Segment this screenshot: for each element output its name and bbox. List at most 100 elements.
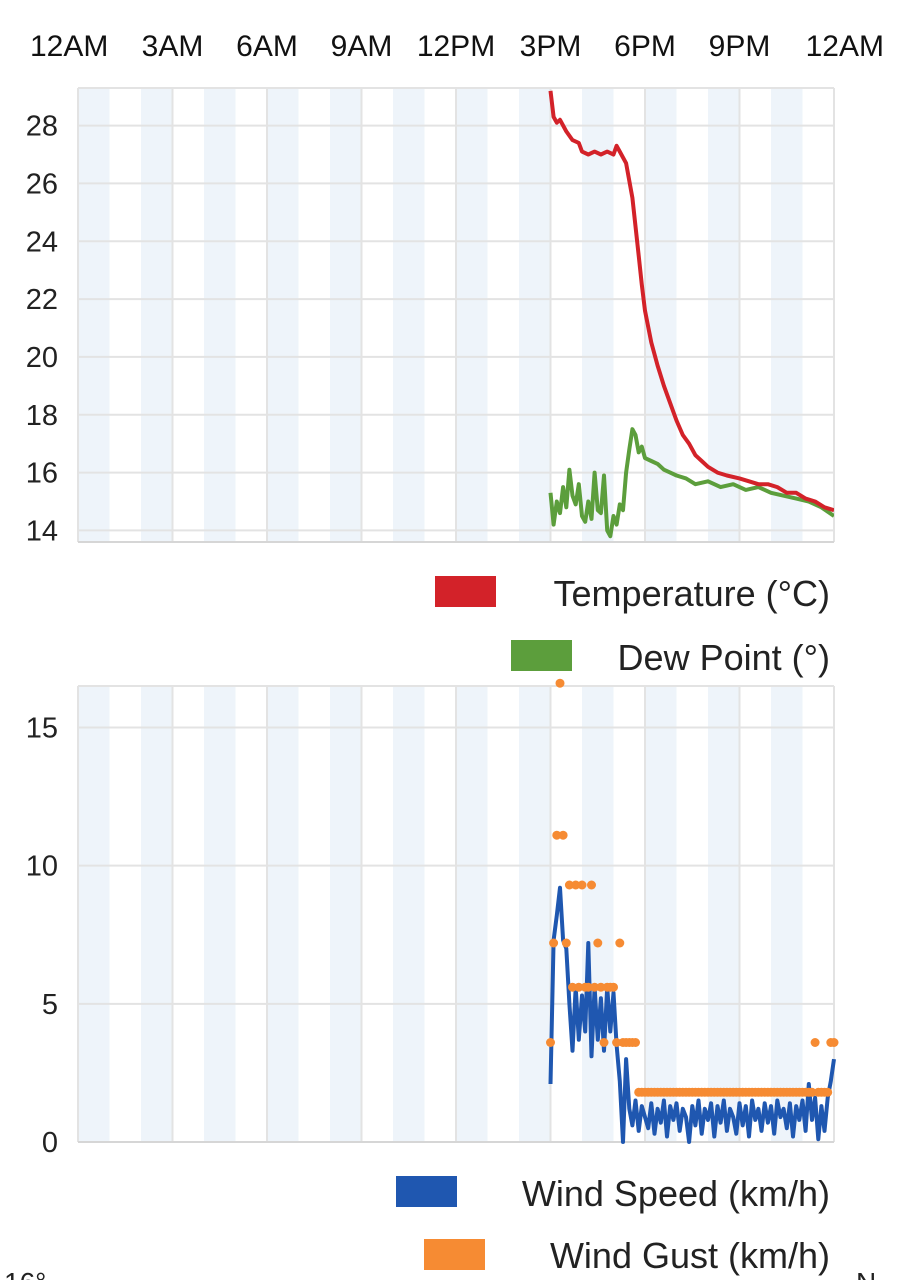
temperature-dewpoint-chart: 14 16 18 20 22 24 26 28 Temperature (°C) Dew Po… — [26, 87, 835, 678]
y-tick-label: 16 — [26, 458, 58, 490]
hour-band — [456, 686, 488, 1142]
wind-gust-point — [596, 982, 606, 992]
y-tick-label: 20 — [26, 342, 58, 374]
legend-item-wind-gust[interactable]: Wind Gust (km/h) — [424, 1235, 830, 1276]
y-tick-label: 15 — [26, 712, 58, 744]
hour-band — [330, 686, 362, 1142]
hour-band — [645, 686, 677, 1142]
y-tick-label: 26 — [26, 168, 58, 200]
x-tick-label: 6PM — [614, 30, 676, 63]
hour-band — [771, 88, 803, 542]
hour-band — [78, 88, 110, 542]
series-group — [548, 90, 834, 539]
wind-chart: 0 5 10 15 Wind Speed (km/h) Wind Gust (km/h… — [26, 678, 839, 1276]
series-lines — [548, 90, 834, 539]
x-axis-tick-labels: 12AM 3AM 6AM 9AM 12PM 3PM 6PM 9PM 12AM — [30, 30, 884, 63]
y-tick-label: 22 — [26, 284, 58, 316]
wind-gust-point — [631, 1038, 640, 1047]
wind-gust-point — [612, 1038, 622, 1047]
wind-gust-point — [561, 938, 571, 948]
next-section-right-text: N — [856, 1267, 876, 1280]
wind-gust-point — [546, 1038, 555, 1047]
hour-band — [267, 686, 299, 1142]
legend-swatch-dew-point — [511, 640, 572, 671]
temperature-line — [548, 90, 834, 513]
hour-band — [456, 88, 488, 542]
y-tick-label: 0 — [42, 1127, 58, 1159]
hour-band — [204, 88, 236, 542]
hour-band — [204, 686, 236, 1142]
series-marks — [546, 678, 839, 1144]
hour-band — [582, 88, 614, 542]
legend-item-wind-speed[interactable]: Wind Speed (km/h) — [396, 1173, 830, 1214]
y-tick-label: 24 — [26, 226, 58, 258]
hour-band — [771, 686, 803, 1142]
legend-label-dew-point: Dew Point (°) — [618, 637, 830, 678]
legend-item-dew-point[interactable]: Dew Point (°) — [511, 637, 830, 678]
wind-gust-point — [810, 1038, 820, 1047]
wind-gust-point — [564, 880, 574, 890]
hour-band — [519, 686, 551, 1142]
grid-lines — [77, 685, 835, 1143]
legend-swatch-temperature — [435, 576, 496, 607]
wind-gust-point — [587, 880, 596, 890]
y-axis-tick-labels: 14 16 18 20 22 24 26 28 — [26, 111, 58, 548]
x-tick-label: 12AM — [806, 30, 884, 63]
night-bands — [78, 686, 803, 1142]
wind-gust-point — [590, 982, 600, 992]
next-section-cut-off: 16° N — [4, 1267, 876, 1280]
dew-point-line — [548, 427, 834, 539]
wind-gust-point — [593, 938, 603, 948]
x-tick-label: 3AM — [142, 30, 204, 63]
x-tick-label: 12PM — [417, 30, 495, 63]
wind-gust-point — [552, 830, 562, 840]
hour-band — [330, 88, 362, 542]
y-tick-label: 5 — [42, 989, 58, 1021]
x-tick-label: 12AM — [30, 30, 108, 63]
wind-gust-point — [583, 982, 593, 992]
legend-label-wind-gust: Wind Gust (km/h) — [550, 1235, 830, 1276]
x-tick-label: 9PM — [709, 30, 771, 63]
wind-speed-line — [548, 885, 836, 1144]
legend-item-temperature[interactable]: Temperature (°C) — [435, 573, 830, 614]
y-tick-label: 18 — [26, 400, 58, 432]
hour-band — [141, 686, 173, 1142]
wind-gust-point — [829, 1038, 839, 1047]
y-tick-label: 10 — [26, 851, 58, 883]
next-section-left-text: 16° — [4, 1267, 46, 1280]
wind-gust-point — [615, 938, 625, 948]
hour-band — [582, 686, 614, 1142]
legend-swatch-wind-gust — [424, 1239, 485, 1270]
legend: Temperature (°C) Dew Point (°) — [435, 573, 830, 678]
wind-gust-point — [558, 830, 568, 840]
wind-gust-point — [823, 1087, 833, 1097]
hour-band — [519, 88, 551, 542]
hour-band — [141, 88, 173, 542]
wind-gust-point — [568, 982, 577, 992]
hour-band — [78, 686, 110, 1142]
wind-gust-point — [609, 982, 618, 992]
legend-label-wind-speed: Wind Speed (km/h) — [522, 1173, 830, 1214]
y-tick-label: 28 — [26, 111, 58, 143]
x-tick-label: 3PM — [520, 30, 582, 63]
y-tick-label: 14 — [26, 515, 58, 547]
hour-band — [708, 686, 740, 1142]
y-axis-tick-labels: 0 5 10 15 — [26, 712, 58, 1159]
wind-gust-point — [574, 982, 584, 992]
wind-gust-point — [599, 1038, 609, 1047]
night-bands — [78, 88, 803, 542]
legend-label-temperature: Temperature (°C) — [554, 573, 830, 614]
hour-band — [708, 88, 740, 542]
wind-gust-point — [571, 880, 581, 890]
legend-swatch-wind-speed — [396, 1176, 457, 1207]
wind-gust-point — [807, 1087, 817, 1097]
x-tick-label: 9AM — [331, 30, 393, 63]
wind-gust-point — [549, 938, 559, 948]
legend: Wind Speed (km/h) Wind Gust (km/h) — [396, 1173, 830, 1276]
wind-gust-point — [555, 678, 565, 688]
wind-gust-point — [577, 880, 587, 890]
hour-band — [267, 88, 299, 542]
hour-band — [393, 686, 425, 1142]
x-tick-label: 6AM — [236, 30, 298, 63]
